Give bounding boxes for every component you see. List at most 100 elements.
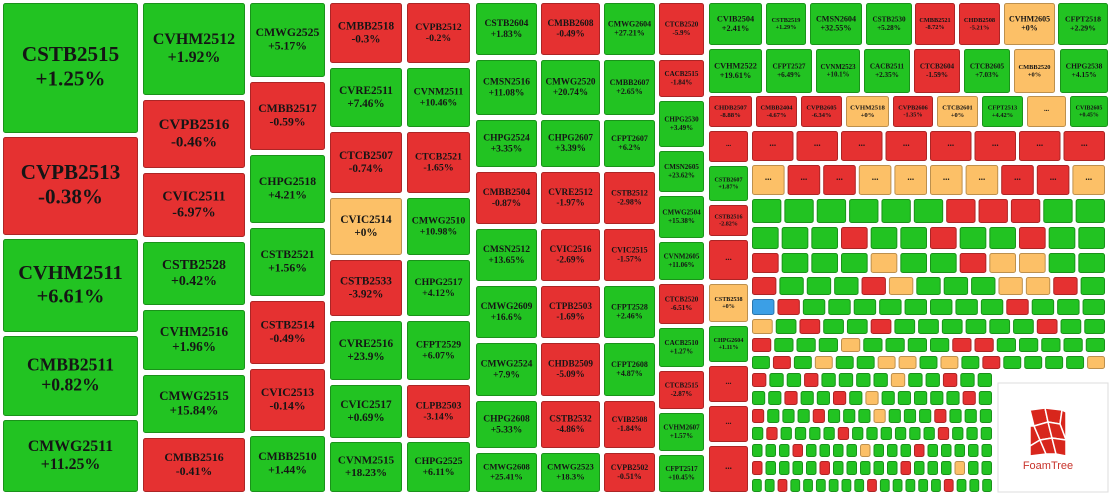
tile[interactable]	[981, 461, 992, 475]
tile[interactable]	[841, 253, 868, 273]
tile[interactable]	[841, 227, 868, 249]
tile[interactable]	[784, 199, 814, 223]
tile[interactable]	[775, 319, 797, 334]
tile[interactable]	[784, 391, 798, 405]
tile[interactable]	[806, 277, 832, 295]
tile[interactable]	[330, 321, 402, 380]
tile[interactable]	[782, 409, 795, 423]
tile[interactable]	[766, 3, 806, 45]
tile[interactable]	[604, 343, 655, 396]
tile[interactable]	[841, 131, 883, 161]
tile[interactable]	[604, 286, 655, 338]
tile[interactable]	[833, 461, 844, 475]
tile[interactable]	[766, 427, 778, 440]
tile[interactable]	[752, 427, 764, 440]
tile[interactable]	[914, 461, 925, 475]
tile[interactable]	[1060, 49, 1108, 93]
tile[interactable]	[541, 60, 600, 115]
tile[interactable]	[803, 479, 813, 492]
tile[interactable]	[841, 338, 861, 352]
tile[interactable]	[900, 253, 927, 273]
tile[interactable]	[942, 373, 958, 387]
tile[interactable]	[769, 373, 784, 387]
tile[interactable]	[809, 427, 821, 440]
tile[interactable]	[894, 165, 928, 195]
tile[interactable]	[752, 131, 794, 161]
tile[interactable]	[604, 60, 655, 115]
tile[interactable]	[946, 199, 976, 223]
tile[interactable]	[934, 409, 947, 423]
tile[interactable]	[900, 227, 927, 249]
tile[interactable]	[897, 391, 911, 405]
tile[interactable]	[1063, 338, 1083, 352]
tile[interactable]	[752, 165, 785, 195]
tile[interactable]	[837, 427, 850, 440]
tile[interactable]	[964, 409, 977, 423]
tile[interactable]	[900, 461, 911, 475]
tile[interactable]	[752, 409, 765, 423]
tile[interactable]	[709, 284, 748, 322]
tile[interactable]	[792, 444, 803, 457]
tile[interactable]	[1019, 253, 1046, 273]
tile[interactable]	[908, 373, 923, 387]
tile[interactable]	[330, 260, 402, 316]
tile[interactable]	[330, 442, 402, 492]
tile[interactable]	[250, 228, 325, 296]
tile[interactable]	[604, 3, 655, 55]
tile[interactable]	[930, 338, 950, 352]
tile[interactable]	[959, 227, 987, 249]
tile[interactable]	[1070, 96, 1108, 127]
tile[interactable]	[779, 444, 790, 457]
tile[interactable]	[943, 479, 954, 492]
tile[interactable]	[937, 96, 978, 127]
tile[interactable]	[407, 198, 470, 255]
tile[interactable]	[1036, 165, 1070, 195]
tile[interactable]	[888, 277, 914, 295]
tile[interactable]	[752, 299, 775, 315]
tile[interactable]	[801, 96, 842, 127]
tile[interactable]	[881, 391, 895, 405]
tile[interactable]	[541, 229, 600, 281]
tile[interactable]	[858, 409, 871, 423]
tile[interactable]	[849, 199, 879, 223]
tile[interactable]	[861, 277, 886, 295]
tile[interactable]	[1014, 49, 1055, 93]
tile[interactable]	[752, 479, 762, 492]
tile[interactable]	[476, 172, 537, 224]
tile[interactable]	[979, 409, 992, 423]
tile[interactable]	[959, 253, 987, 273]
tile[interactable]	[3, 3, 138, 133]
tile[interactable]	[937, 427, 950, 440]
tile[interactable]	[772, 356, 791, 369]
tile[interactable]	[793, 356, 812, 369]
tile[interactable]	[962, 391, 976, 405]
tile[interactable]	[866, 427, 878, 440]
tile[interactable]	[777, 479, 788, 492]
tile[interactable]	[877, 356, 896, 369]
tile[interactable]	[659, 151, 704, 192]
tile[interactable]	[659, 371, 704, 409]
tile[interactable]	[890, 373, 906, 387]
tile[interactable]	[1066, 356, 1085, 369]
tile[interactable]	[764, 479, 775, 492]
tile[interactable]	[823, 319, 844, 334]
tile[interactable]	[752, 319, 773, 334]
tile[interactable]	[867, 479, 877, 492]
tile[interactable]	[931, 479, 941, 492]
tile[interactable]	[905, 479, 916, 492]
tile[interactable]	[1019, 227, 1046, 249]
tile[interactable]	[3, 239, 138, 332]
tile[interactable]	[827, 409, 841, 423]
tile[interactable]	[927, 461, 938, 475]
tile[interactable]	[476, 401, 537, 448]
tile[interactable]	[892, 479, 903, 492]
tile[interactable]	[250, 155, 325, 223]
tile[interactable]	[873, 409, 886, 423]
tile[interactable]	[1025, 277, 1051, 295]
tile[interactable]	[925, 373, 940, 387]
tile[interactable]	[709, 240, 748, 280]
tile[interactable]	[900, 444, 911, 457]
tile[interactable]	[1003, 356, 1022, 369]
tile[interactable]	[709, 131, 748, 162]
tile[interactable]	[659, 3, 704, 55]
